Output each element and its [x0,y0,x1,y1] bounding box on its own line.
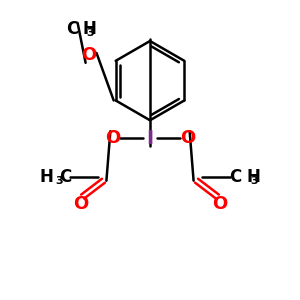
Text: O: O [81,46,96,64]
Text: O: O [105,129,120,147]
Text: H: H [39,168,53,186]
Text: O: O [180,129,195,147]
Text: C: C [67,20,79,38]
Text: 3: 3 [87,28,94,38]
Text: C: C [59,168,71,186]
Text: O: O [73,196,88,214]
Text: O: O [212,196,227,214]
Text: 3: 3 [250,176,258,186]
Text: I: I [146,129,154,148]
Text: 3: 3 [55,176,63,186]
Text: H: H [82,20,97,38]
Text: C: C [229,168,241,186]
Text: H: H [246,168,260,186]
